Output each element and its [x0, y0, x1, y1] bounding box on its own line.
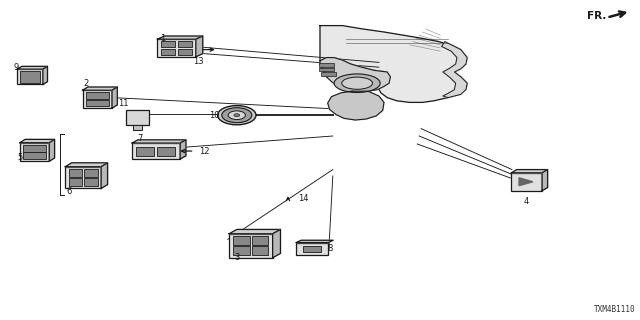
Text: 4: 4: [524, 197, 529, 206]
Text: 2: 2: [84, 79, 89, 88]
Text: FR.: FR.: [587, 11, 606, 21]
Text: 14: 14: [298, 194, 308, 203]
Bar: [23, 152, 46, 159]
Polygon shape: [196, 36, 203, 57]
Bar: [229, 234, 273, 258]
Ellipse shape: [342, 77, 372, 89]
Circle shape: [234, 114, 240, 117]
Ellipse shape: [334, 74, 380, 92]
Bar: [23, 145, 46, 152]
Bar: [296, 243, 328, 255]
Text: 11: 11: [118, 99, 128, 108]
Bar: [20, 71, 40, 83]
Text: 1: 1: [161, 34, 166, 43]
Polygon shape: [296, 240, 333, 243]
Polygon shape: [542, 170, 548, 191]
Polygon shape: [65, 163, 108, 167]
Bar: [132, 143, 180, 159]
Bar: [126, 110, 149, 125]
Polygon shape: [328, 91, 384, 120]
Bar: [84, 178, 97, 186]
Bar: [178, 41, 192, 47]
Bar: [65, 167, 101, 188]
Polygon shape: [229, 229, 280, 234]
Polygon shape: [101, 163, 108, 188]
Bar: [136, 147, 154, 156]
Polygon shape: [132, 140, 186, 143]
Bar: [17, 69, 43, 84]
Polygon shape: [49, 140, 54, 161]
Bar: [319, 63, 334, 67]
Bar: [83, 90, 112, 108]
Circle shape: [222, 108, 252, 123]
Polygon shape: [20, 140, 54, 143]
Bar: [234, 246, 250, 255]
Bar: [234, 236, 250, 245]
Polygon shape: [320, 58, 390, 91]
Polygon shape: [511, 170, 548, 173]
Text: 3: 3: [234, 253, 239, 262]
Text: 9: 9: [13, 63, 19, 72]
Polygon shape: [442, 42, 467, 98]
Bar: [20, 143, 49, 161]
Text: 13: 13: [193, 57, 204, 66]
Polygon shape: [320, 26, 467, 102]
Polygon shape: [112, 87, 117, 108]
Bar: [69, 178, 82, 186]
Bar: [86, 100, 109, 106]
Bar: [86, 92, 109, 99]
Bar: [69, 169, 82, 177]
Text: 7: 7: [137, 134, 142, 143]
Bar: [178, 49, 192, 55]
Bar: [511, 173, 542, 191]
Polygon shape: [43, 66, 47, 84]
Circle shape: [218, 106, 256, 125]
Bar: [133, 125, 142, 131]
Bar: [303, 246, 321, 252]
Bar: [157, 147, 175, 156]
Bar: [252, 236, 268, 245]
Text: 8: 8: [328, 244, 333, 253]
Polygon shape: [83, 87, 117, 90]
Text: 5: 5: [18, 153, 23, 162]
Bar: [84, 169, 97, 177]
Circle shape: [228, 111, 246, 120]
Text: 6: 6: [67, 188, 72, 196]
Polygon shape: [273, 229, 280, 258]
Polygon shape: [17, 66, 47, 69]
Bar: [157, 39, 196, 57]
Bar: [161, 41, 175, 47]
Text: 10: 10: [209, 111, 220, 120]
Bar: [252, 246, 268, 255]
Bar: [319, 68, 334, 71]
Text: 12: 12: [200, 147, 210, 156]
Bar: [321, 72, 336, 76]
Polygon shape: [157, 36, 203, 39]
Polygon shape: [519, 178, 533, 186]
Bar: [161, 49, 175, 55]
Text: TXM4B1110: TXM4B1110: [594, 305, 636, 314]
Polygon shape: [180, 140, 186, 159]
